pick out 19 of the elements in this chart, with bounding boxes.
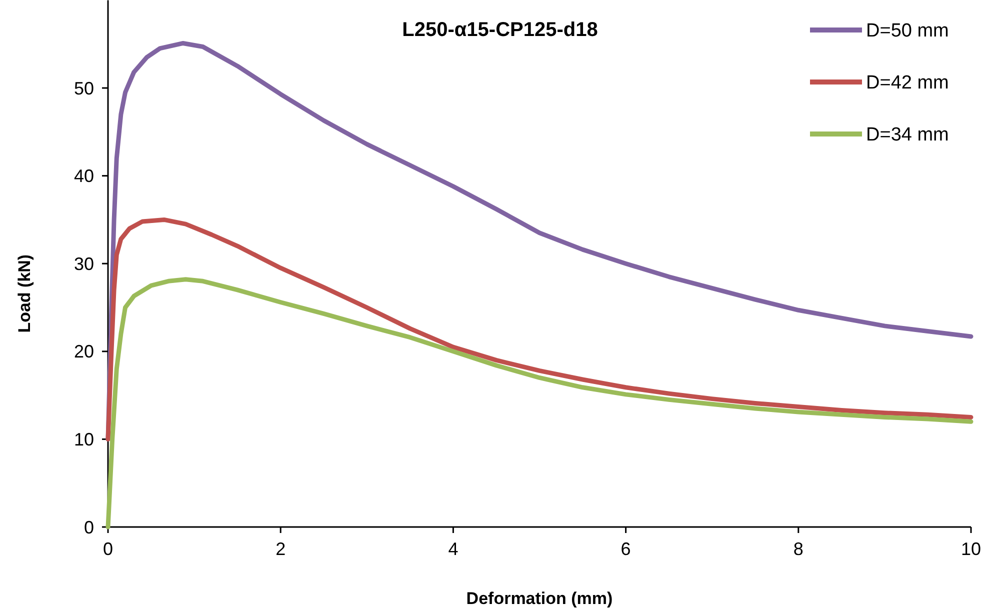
- x-tick-label: 6: [620, 539, 631, 559]
- x-tick-label: 10: [960, 539, 982, 559]
- x-tick-label: 4: [448, 539, 458, 559]
- text: L250-α15-CP125-d18: [402, 19, 598, 41]
- legend-label: D=50 mm: [866, 20, 949, 42]
- legend-label: D=42 mm: [866, 72, 949, 94]
- y-tick-label: 30: [74, 254, 94, 274]
- x-tick-label: 2: [276, 539, 286, 559]
- x-tick-label: 0: [102, 539, 114, 559]
- y-tick-label: 40: [74, 166, 94, 186]
- y-tick-label: 20: [74, 342, 94, 362]
- y-tick-label: 10: [74, 430, 94, 450]
- y-axis-title: Load (kN): [15, 254, 34, 333]
- line-series: [106, 217, 974, 442]
- y-tick-label: 0: [84, 517, 94, 538]
- x-tick-label: 8: [793, 539, 804, 559]
- legend-label: D=34 mm: [866, 124, 949, 146]
- x-axis-title: Deformation (mm): [466, 589, 613, 608]
- y-tick-label: 50: [74, 78, 94, 98]
